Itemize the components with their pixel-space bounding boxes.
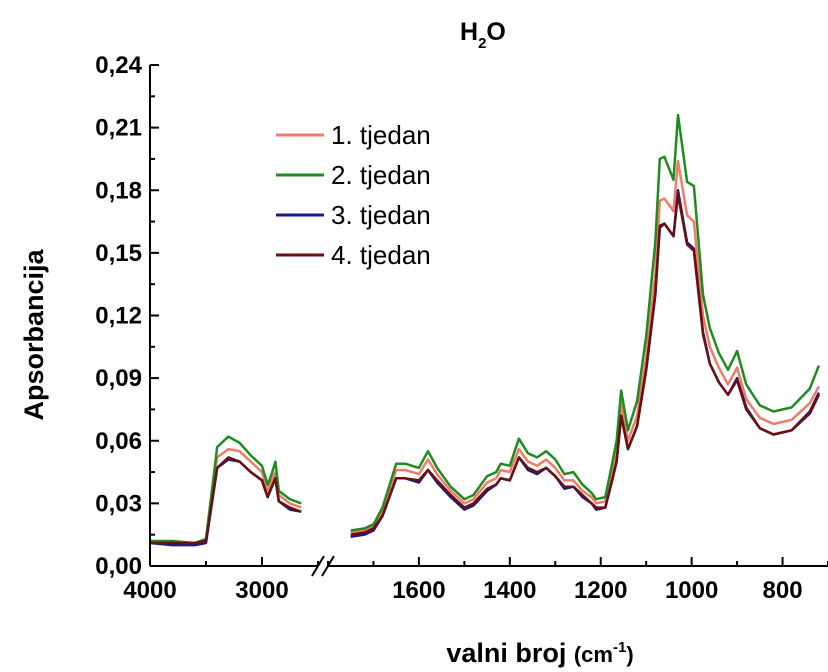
x-tick-label: 1000	[665, 577, 718, 604]
x-axis-title-main: valni broj	[446, 638, 574, 668]
x-tick-label: 3000	[235, 577, 288, 604]
y-tick-label: 0,09	[95, 365, 142, 392]
legend-label-3: 3. tjedan	[331, 200, 431, 230]
y-tick-label: 0,21	[95, 115, 142, 142]
y-tick-label: 0,03	[95, 490, 142, 517]
chart-title: H2O	[460, 18, 506, 52]
y-tick-label: 0,06	[95, 428, 142, 455]
chart-title-sub: 2	[478, 35, 486, 52]
series-line-4	[150, 456, 302, 545]
series-line-2	[350, 113, 821, 532]
legend-label-4: 4. tjedan	[331, 240, 431, 270]
series-line-1	[350, 159, 820, 534]
y-tick-label: 0,24	[95, 52, 142, 79]
x-tick-label: 800	[763, 577, 803, 604]
chart-title-main: H	[460, 18, 478, 46]
x-axis-title-unit-sup: -1	[613, 639, 626, 656]
y-tick-label: 0,18	[95, 177, 142, 204]
y-axis-title: Apsorbancija	[19, 248, 49, 420]
y-tick-label: 0,15	[95, 240, 142, 267]
x-tick-label: 1400	[483, 577, 536, 604]
axis-break-mark	[321, 555, 335, 577]
y-tick-label: 0,00	[95, 553, 142, 580]
y-tick-label: 0,12	[95, 303, 142, 330]
x-axis-title-unit-open: (cm	[574, 642, 613, 667]
x-tick-label: 1600	[392, 577, 445, 604]
x-axis-title-unit-close: )	[626, 642, 633, 667]
legend-label-1: 1. tjedan	[331, 120, 431, 150]
x-tick-label: 4000	[123, 577, 176, 604]
series-line-4	[350, 193, 821, 536]
axis-break-mark	[311, 555, 325, 577]
x-tick-label: 1200	[574, 577, 627, 604]
x-axis-title: valni broj (cm-1)	[446, 638, 633, 668]
chart-title-end: O	[486, 18, 505, 46]
legend-label-2: 2. tjedan	[331, 160, 431, 190]
